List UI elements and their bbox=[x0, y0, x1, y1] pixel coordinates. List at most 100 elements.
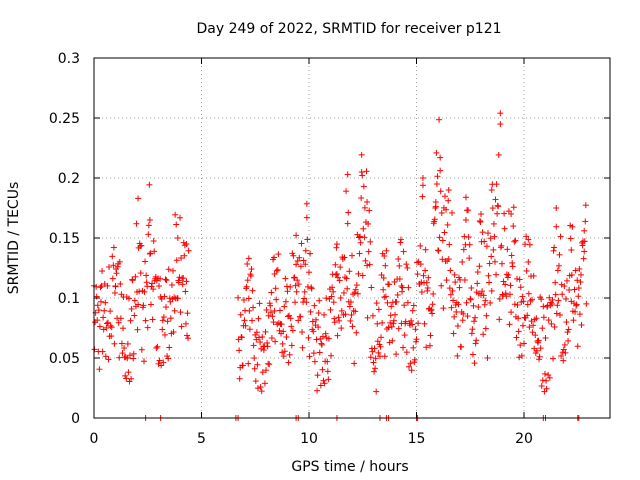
data-point bbox=[244, 277, 251, 284]
data-point bbox=[395, 255, 402, 262]
data-point bbox=[124, 340, 131, 347]
data-point bbox=[347, 317, 354, 324]
data-point bbox=[425, 274, 432, 281]
data-point bbox=[280, 328, 287, 335]
data-point bbox=[125, 369, 132, 376]
data-point bbox=[438, 282, 445, 289]
data-point bbox=[408, 317, 415, 324]
data-point bbox=[249, 287, 256, 294]
data-point bbox=[513, 334, 520, 341]
data-point bbox=[484, 230, 491, 237]
data-point bbox=[516, 354, 523, 361]
data-point bbox=[247, 272, 254, 279]
data-point bbox=[467, 296, 474, 303]
data-point bbox=[307, 250, 314, 257]
data-point bbox=[436, 116, 443, 123]
data-point bbox=[245, 295, 252, 302]
data-point bbox=[550, 247, 557, 254]
data-point bbox=[445, 256, 452, 263]
data-point bbox=[498, 242, 505, 249]
data-point bbox=[349, 252, 355, 259]
data-point bbox=[437, 167, 444, 174]
data-point bbox=[321, 311, 328, 318]
data-point bbox=[346, 303, 353, 310]
data-point bbox=[476, 217, 483, 224]
data-point bbox=[418, 289, 425, 296]
y-tick-label: 0.3 bbox=[58, 51, 80, 67]
data-point bbox=[447, 267, 454, 274]
data-point bbox=[508, 252, 515, 259]
data-point bbox=[396, 262, 403, 269]
data-point bbox=[345, 209, 352, 216]
data-point bbox=[281, 348, 288, 355]
data-point bbox=[555, 297, 562, 304]
data-point bbox=[448, 304, 455, 311]
data-point bbox=[276, 307, 283, 314]
data-point bbox=[433, 149, 440, 156]
data-point bbox=[377, 343, 384, 350]
data-point bbox=[255, 315, 262, 322]
data-point bbox=[106, 263, 113, 270]
data-point bbox=[296, 254, 303, 261]
data-point bbox=[375, 306, 382, 313]
data-point bbox=[445, 187, 452, 193]
data-point bbox=[479, 288, 486, 295]
data-point bbox=[494, 210, 501, 217]
data-point bbox=[395, 325, 402, 332]
data-point bbox=[147, 250, 154, 257]
data-point bbox=[573, 301, 580, 308]
data-point bbox=[174, 235, 181, 241]
data-point bbox=[130, 350, 137, 357]
data-point bbox=[128, 305, 135, 312]
data-point bbox=[401, 332, 408, 339]
data-point bbox=[372, 355, 379, 362]
data-point bbox=[299, 344, 306, 351]
data-point bbox=[356, 250, 363, 257]
data-point bbox=[297, 263, 304, 270]
data-point bbox=[463, 299, 470, 306]
data-point bbox=[127, 317, 134, 324]
data-point bbox=[145, 231, 152, 238]
data-point bbox=[168, 282, 175, 289]
data-point bbox=[369, 312, 376, 319]
data-point bbox=[540, 303, 547, 310]
data-point bbox=[558, 353, 565, 360]
data-point bbox=[369, 348, 376, 355]
data-point bbox=[428, 306, 435, 313]
data-point bbox=[399, 284, 406, 291]
data-point bbox=[533, 315, 540, 322]
x-tick-label: 20 bbox=[515, 431, 533, 447]
data-point bbox=[325, 376, 332, 383]
data-point bbox=[378, 334, 385, 341]
data-point bbox=[256, 300, 263, 307]
data-point bbox=[306, 353, 313, 360]
data-point bbox=[235, 294, 242, 301]
data-point bbox=[351, 289, 358, 296]
data-point bbox=[184, 310, 191, 317]
data-point bbox=[166, 344, 173, 351]
data-point bbox=[364, 199, 371, 205]
data-point bbox=[549, 296, 556, 303]
data-point bbox=[173, 221, 180, 228]
data-point bbox=[488, 287, 495, 294]
data-point bbox=[413, 336, 420, 343]
data-point bbox=[559, 291, 566, 298]
data-point bbox=[185, 335, 192, 342]
data-point bbox=[483, 243, 490, 250]
data-point bbox=[443, 277, 450, 284]
data-point bbox=[419, 193, 426, 200]
data-point bbox=[328, 293, 335, 300]
data-point bbox=[334, 332, 341, 339]
data-point bbox=[283, 334, 290, 341]
data-point bbox=[398, 288, 405, 295]
data-point bbox=[403, 349, 410, 356]
data-point bbox=[312, 316, 319, 323]
data-point bbox=[282, 275, 289, 282]
data-point bbox=[181, 252, 188, 259]
data-point bbox=[452, 279, 459, 286]
data-point bbox=[397, 236, 404, 243]
data-point bbox=[564, 329, 571, 336]
data-point bbox=[162, 276, 169, 283]
data-point bbox=[567, 235, 574, 242]
data-point bbox=[554, 267, 561, 274]
